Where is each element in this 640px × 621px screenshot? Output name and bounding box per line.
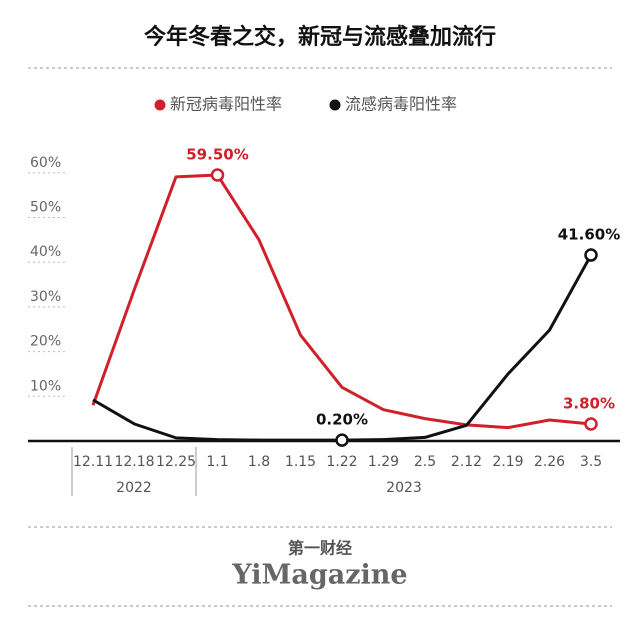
- year-label: 2022: [116, 480, 152, 496]
- y-tick-label: 50%: [30, 200, 61, 216]
- legend-swatch: [154, 99, 166, 111]
- x-tick-label: 2.5: [414, 454, 436, 470]
- x-tick-label: 2.26: [534, 454, 565, 470]
- x-tick-label: 2.12: [451, 454, 482, 470]
- data-label: 41.60%: [558, 226, 620, 244]
- y-tick-label: 40%: [30, 244, 61, 260]
- x-tick-label: 1.8: [248, 454, 270, 470]
- x-tick-label: 1.22: [326, 454, 357, 470]
- legend-swatch: [329, 99, 341, 111]
- data-label: 0.20%: [316, 411, 368, 429]
- y-tick-label: 30%: [30, 289, 61, 305]
- chart-title: 今年冬春之交，新冠与流感叠加流行: [144, 24, 496, 50]
- x-tick-label: 12.18: [114, 454, 154, 470]
- data-label: 3.80%: [563, 395, 615, 413]
- x-tick-label: 12.11: [73, 454, 113, 470]
- year-label: 2023: [386, 480, 422, 496]
- x-tick-label: 3.5: [580, 454, 602, 470]
- x-tick-label: 12.25: [156, 454, 196, 470]
- brand-cn: 第一财经: [288, 539, 352, 558]
- y-tick-label: 20%: [30, 334, 61, 350]
- y-tick-label: 60%: [30, 155, 61, 171]
- x-tick-label: 1.29: [368, 454, 399, 470]
- data-point: [210, 168, 225, 182]
- legend-label: 新冠病毒阳性率: [170, 95, 282, 114]
- legend-label: 流感病毒阳性率: [345, 95, 457, 114]
- data-label: 59.50%: [186, 146, 248, 164]
- data-point: [584, 417, 598, 431]
- data-point: [335, 433, 349, 447]
- line-series: [91, 173, 592, 430]
- y-tick-label: 10%: [30, 378, 61, 394]
- data-point: [584, 248, 598, 262]
- x-tick-label: 2.19: [492, 454, 523, 470]
- brand-en: YiMagazine: [231, 560, 407, 591]
- x-tick-label: 1.1: [206, 454, 228, 470]
- x-tick-label: 1.15: [285, 454, 316, 470]
